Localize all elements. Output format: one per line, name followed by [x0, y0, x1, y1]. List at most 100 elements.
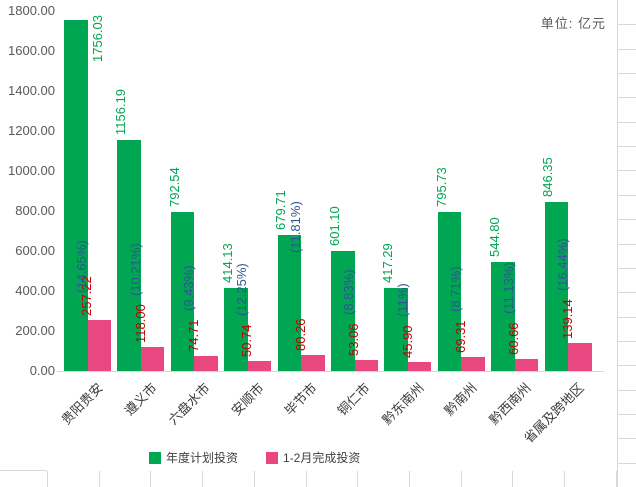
data-label-annual-plan: 601.10: [326, 206, 342, 246]
sheet-row-gridline: [617, 49, 636, 50]
sheet-row-gridline: [617, 97, 636, 98]
data-label-annual-plan: 417.29: [380, 242, 396, 283]
bar-annual-plan[interactable]: [491, 262, 515, 371]
category-label: 黔东南州: [379, 380, 427, 428]
bar-annual-plan[interactable]: [384, 287, 408, 371]
sheet-row-gridline: [617, 195, 636, 196]
data-label-annual-plan: 792.54: [166, 167, 182, 208]
category-label: 遵义市: [121, 380, 160, 419]
bar-completed[interactable]: [407, 361, 432, 371]
legend-item-annual-plan[interactable]: 年度计划投资: [149, 449, 238, 466]
bar-annual-plan[interactable]: [277, 235, 302, 371]
y-axis-tick-label: 1400.00: [8, 83, 55, 98]
sheet-column-gridline: [461, 471, 462, 487]
sheet-column-gridline: [617, 0, 618, 487]
data-label-completed: 118.00: [132, 304, 148, 344]
bar-completed[interactable]: [87, 319, 111, 371]
category-label: 贵阳贵安: [58, 380, 107, 428]
sheet-row-gridline: [617, 365, 636, 366]
sheet-column-gridline: [202, 471, 203, 487]
bar-completed[interactable]: [140, 347, 165, 371]
data-label-completed-percent: (8.83%): [341, 269, 357, 316]
sheet-row-gridline: [617, 170, 636, 171]
sheet-row-gridline: [617, 292, 636, 293]
bar-annual-plan[interactable]: [437, 211, 462, 371]
data-label-completed-percent: (14.65%): [74, 240, 90, 293]
y-axis-tick-label: 800.00: [15, 203, 55, 218]
bar-annual-plan[interactable]: [170, 212, 195, 371]
bar-completed[interactable]: [301, 354, 325, 371]
sheet-column-gridline: [357, 471, 358, 487]
bar-completed[interactable]: [354, 360, 378, 371]
legend-label-annual-plan: 年度计划投资: [166, 451, 239, 465]
data-label-annual-plan: 846.35: [540, 156, 556, 197]
y-axis-tick-label: 600.00: [15, 243, 55, 258]
bar-annual-plan[interactable]: [331, 250, 355, 371]
sheet-row-gridline: [617, 390, 636, 391]
bar-completed[interactable]: [194, 356, 218, 371]
legend-label-completed: 1-2月完成投资: [283, 451, 361, 465]
data-label-completed-percent: (11.13%): [501, 262, 517, 314]
bar-completed[interactable]: [247, 360, 272, 371]
bar-annual-plan[interactable]: [117, 139, 141, 371]
sheet-row-gridline: [617, 317, 636, 318]
bar-annual-plan[interactable]: [224, 288, 248, 371]
data-label-completed: 60.66: [506, 322, 522, 355]
data-label-completed: 50.74: [239, 324, 255, 357]
legend-item-completed[interactable]: 1-2月完成投资: [266, 449, 360, 466]
sheet-column-gridline: [306, 471, 307, 487]
sheet-row-gridline: [617, 146, 636, 147]
sheet-column-gridline: [409, 471, 410, 487]
data-label-completed-percent: (16.44%): [554, 238, 570, 292]
sheet-row-gridline: [617, 73, 636, 74]
sheet-row-gridline: [617, 24, 636, 25]
sheet-row-gridline: [617, 463, 636, 464]
legend-swatch-completed-icon: [266, 451, 279, 464]
y-axis-tick-label: 1200.00: [8, 123, 55, 138]
data-label-completed-percent: (9.43%): [181, 265, 197, 312]
data-label-annual-plan: 414.13: [219, 243, 235, 284]
category-label: 黔南州: [441, 380, 481, 419]
data-label-annual-plan: 1156.19: [113, 88, 129, 135]
sheet-column-gridline: [150, 471, 151, 487]
data-label-completed-percent: (10.21%): [127, 243, 143, 297]
sheet-column-gridline: [564, 471, 565, 487]
sheet-column-gridline: [99, 471, 100, 487]
sheet-row-gridline: [617, 219, 636, 220]
bar-annual-plan[interactable]: [64, 19, 88, 371]
data-label-annual-plan: 679.71: [273, 190, 289, 231]
bar-completed[interactable]: [514, 358, 539, 371]
category-label: 六盘水市: [165, 380, 214, 428]
sheet-column-gridline: [254, 471, 255, 487]
legend-swatch-annual-plan-icon: [149, 451, 161, 464]
data-label-completed: 80.26: [292, 318, 308, 351]
y-axis-tick-label: 400.00: [15, 283, 55, 298]
sheet-column-gridline: [512, 471, 513, 487]
category-label: 安顺市: [228, 380, 267, 419]
data-label-completed-percent: (12.25%): [234, 263, 250, 316]
bar-completed[interactable]: [461, 357, 485, 371]
y-axis-tick-label: 1600.00: [8, 43, 55, 58]
unit-label: 单位: 亿元: [540, 16, 606, 31]
data-label-completed: 69.31: [453, 320, 469, 354]
sheet-row-gridline: [617, 268, 636, 269]
sheet-row-gridline: [617, 244, 636, 245]
sheet-row-gridline: [617, 341, 636, 342]
sheet-column-gridline: [616, 471, 617, 487]
chart-legend: 年度计划投资 1-2月完成投资: [149, 449, 360, 466]
y-axis-tick-label: 0.00: [29, 363, 55, 378]
sheet-row-gridline: [617, 122, 636, 123]
bar-completed[interactable]: [568, 343, 592, 371]
y-axis-tick-label: 1000.00: [8, 163, 55, 178]
data-label-completed-percent: (11.81%): [287, 201, 303, 253]
data-label-completed-percent: (11%): [394, 283, 410, 317]
data-label-annual-plan: 544.80: [486, 217, 502, 258]
data-label-completed: 139.14: [559, 299, 575, 340]
data-label-annual-plan: 795.73: [433, 167, 449, 207]
bar-annual-plan[interactable]: [544, 201, 569, 371]
data-label-completed: 53.06: [346, 323, 362, 357]
category-label: 黔西南州: [486, 380, 534, 428]
data-label-completed: 74.71: [186, 319, 202, 353]
y-axis-tick-label: 1800.00: [8, 3, 55, 18]
